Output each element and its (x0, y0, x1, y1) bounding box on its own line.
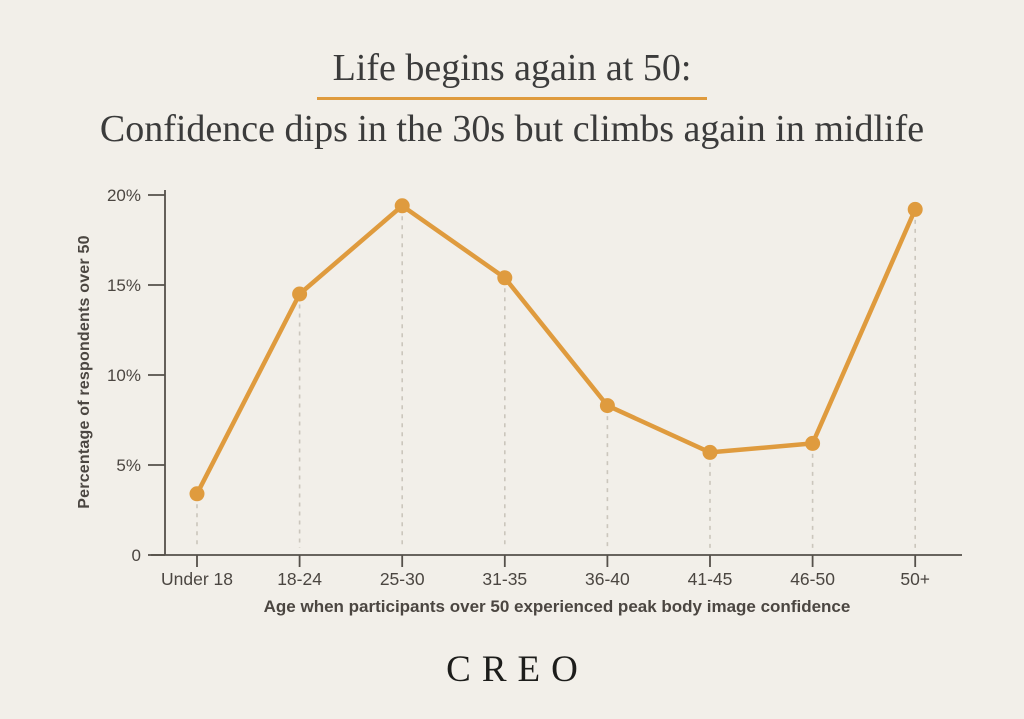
chart-header: Life begins again at 50: Confidence dips… (0, 47, 1024, 151)
x-tick-label: 25-30 (380, 569, 425, 589)
data-point (497, 270, 513, 286)
y-tick-label: 20% (107, 186, 141, 205)
data-point (189, 486, 205, 502)
x-tick-label: 31-35 (482, 569, 527, 589)
title-line-1: Life begins again at 50: (316, 47, 708, 100)
data-point (292, 286, 308, 302)
data-point (907, 201, 923, 217)
trend-line (194, 203, 918, 497)
data-point (599, 398, 615, 414)
x-tick-label: 41-45 (688, 569, 733, 589)
data-point (805, 435, 821, 451)
y-tick-label: 5% (116, 456, 141, 475)
x-axis-caption: Age when participants over 50 experience… (263, 597, 851, 616)
x-tick-label: 36-40 (585, 569, 630, 589)
title-line-2: Confidence dips in the 30s but climbs ag… (99, 107, 925, 150)
data-point (394, 198, 410, 214)
y-tick-label: 15% (107, 276, 141, 295)
x-tick-label: 50+ (900, 569, 930, 589)
x-tick-label: Under 18 (161, 569, 233, 589)
brand-logo: CREO (446, 649, 589, 690)
x-tick-label: 18-24 (277, 569, 322, 589)
x-tick-label: 46-50 (790, 569, 835, 589)
y-tick-label: 10% (107, 366, 141, 385)
data-point (702, 444, 718, 460)
y-tick-label: 0 (132, 546, 141, 565)
